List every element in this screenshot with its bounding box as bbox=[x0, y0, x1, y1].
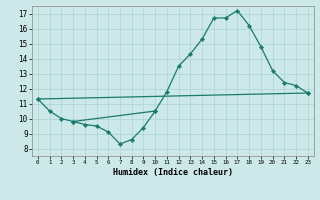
X-axis label: Humidex (Indice chaleur): Humidex (Indice chaleur) bbox=[113, 168, 233, 177]
